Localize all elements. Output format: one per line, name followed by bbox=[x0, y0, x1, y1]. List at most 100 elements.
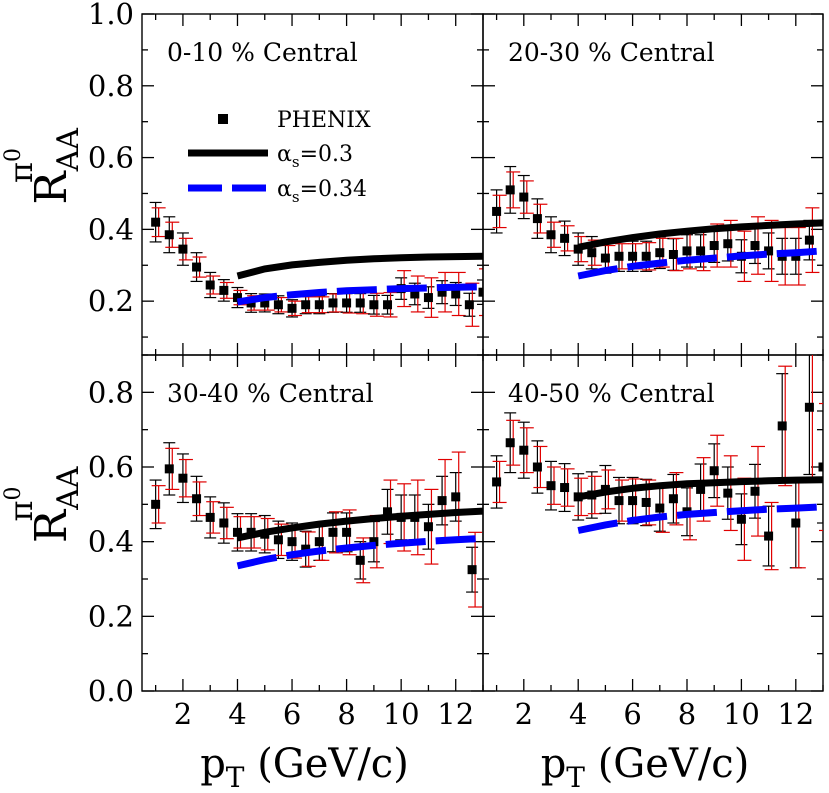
data-point bbox=[818, 462, 823, 472]
x-tick-label: 8 bbox=[337, 697, 355, 731]
x-tick-label: 12 bbox=[437, 697, 474, 731]
data-point bbox=[696, 246, 706, 256]
legend-marker bbox=[218, 114, 228, 124]
data-point bbox=[451, 492, 461, 502]
curve-alpha-0-34 bbox=[577, 503, 823, 534]
data-point bbox=[205, 512, 215, 522]
data-point bbox=[423, 522, 433, 532]
y-tick-label: 0.6 bbox=[88, 450, 134, 484]
data-point bbox=[151, 499, 161, 509]
x-tick-label: 6 bbox=[283, 697, 301, 731]
data-point bbox=[328, 298, 338, 308]
data-point bbox=[232, 527, 242, 537]
y-tick-label: 0.6 bbox=[88, 141, 134, 175]
panel-title: 0-10 % Central bbox=[167, 38, 358, 67]
y-tick-label: 0.2 bbox=[88, 284, 134, 318]
legend-label: PHENIX bbox=[277, 108, 371, 133]
data-point bbox=[287, 537, 297, 547]
x-tick-label: 10 bbox=[723, 697, 760, 731]
curve-alpha-0-3 bbox=[236, 507, 483, 542]
curve-alpha-0-34 bbox=[236, 534, 483, 570]
data-point bbox=[478, 287, 483, 297]
data-point bbox=[355, 298, 365, 308]
data-point bbox=[777, 421, 787, 431]
data-point bbox=[682, 246, 692, 256]
legend-label: αs=0.3 bbox=[277, 142, 353, 171]
data-point bbox=[723, 488, 733, 498]
panel-title: 40-50 % Central bbox=[508, 379, 715, 408]
data-point bbox=[587, 248, 597, 258]
data-point bbox=[791, 251, 801, 261]
data-point bbox=[696, 484, 706, 494]
data-point bbox=[342, 527, 352, 537]
data-point bbox=[560, 233, 570, 243]
data-point bbox=[750, 241, 760, 251]
data-point bbox=[219, 285, 229, 295]
data-point bbox=[736, 514, 746, 524]
x-tick-label: 10 bbox=[383, 697, 420, 731]
data-point bbox=[464, 300, 474, 310]
data-point bbox=[505, 438, 515, 448]
curve-alpha-0-3 bbox=[236, 252, 483, 280]
y-axis-title: RAAπ0 bbox=[1, 128, 86, 205]
data-point bbox=[192, 494, 202, 504]
panel-title: 30-40 % Central bbox=[167, 379, 374, 408]
data-point bbox=[192, 262, 202, 272]
data-point bbox=[709, 466, 719, 476]
data-point bbox=[383, 300, 393, 310]
y-tick-label: 0.8 bbox=[88, 375, 134, 409]
data-point bbox=[369, 537, 379, 547]
data-point bbox=[467, 565, 477, 575]
data-point bbox=[164, 230, 174, 240]
data-point bbox=[532, 462, 542, 472]
data-point bbox=[600, 253, 610, 263]
y-tick-label: 0.4 bbox=[88, 525, 134, 559]
data-point bbox=[546, 481, 556, 491]
panel-20-30-central: 20-30 % Central bbox=[482, 13, 824, 356]
x-tick-label: 4 bbox=[569, 697, 587, 731]
data-point bbox=[301, 544, 311, 554]
data-point bbox=[287, 303, 297, 313]
curve-alpha-0-34 bbox=[236, 283, 483, 306]
data-point bbox=[723, 239, 733, 249]
panel-title: 20-30 % Central bbox=[508, 38, 715, 67]
data-point bbox=[519, 192, 529, 202]
data-point bbox=[314, 537, 324, 547]
data-point bbox=[273, 300, 283, 310]
legend-label: αs=0.34 bbox=[277, 177, 367, 206]
data-point bbox=[451, 289, 461, 299]
data-point bbox=[205, 280, 215, 290]
x-tick-label: 2 bbox=[515, 697, 533, 731]
data-point bbox=[423, 293, 433, 303]
data-point bbox=[260, 298, 270, 308]
data-point bbox=[519, 445, 529, 455]
data-point bbox=[764, 246, 774, 256]
data-point bbox=[804, 235, 814, 245]
data-point bbox=[232, 293, 242, 303]
data-point bbox=[655, 248, 665, 258]
y-tick-label: 0.0 bbox=[88, 674, 134, 708]
y-axis-title: RAAπ0 bbox=[1, 466, 86, 543]
data-point bbox=[614, 496, 624, 506]
y-tick-label: 0.2 bbox=[88, 599, 134, 633]
data-point bbox=[628, 251, 638, 261]
data-point bbox=[178, 473, 188, 483]
data-point bbox=[614, 251, 624, 261]
x-tick-label: 6 bbox=[623, 697, 641, 731]
data-point bbox=[178, 244, 188, 254]
data-point bbox=[791, 518, 801, 528]
data-point bbox=[628, 496, 638, 506]
data-point bbox=[369, 300, 379, 310]
data-point bbox=[764, 531, 774, 541]
data-point bbox=[492, 477, 502, 487]
data-point bbox=[668, 249, 678, 259]
panel-30-40-central: 0.0 0.2 0.4 0.6 0.8 2 4 6 8 10 12 30-40 % Central bbox=[88, 354, 484, 731]
data-point bbox=[641, 251, 651, 261]
data-point bbox=[164, 464, 174, 474]
legend: PHENIX αs=0.3 αs=0.34 bbox=[188, 108, 371, 206]
y-tick-label: 0.8 bbox=[88, 69, 134, 103]
x-tick-label: 4 bbox=[228, 697, 246, 731]
curve-alpha-0-3 bbox=[577, 476, 823, 501]
data-point bbox=[151, 217, 161, 227]
data-point bbox=[668, 494, 678, 504]
